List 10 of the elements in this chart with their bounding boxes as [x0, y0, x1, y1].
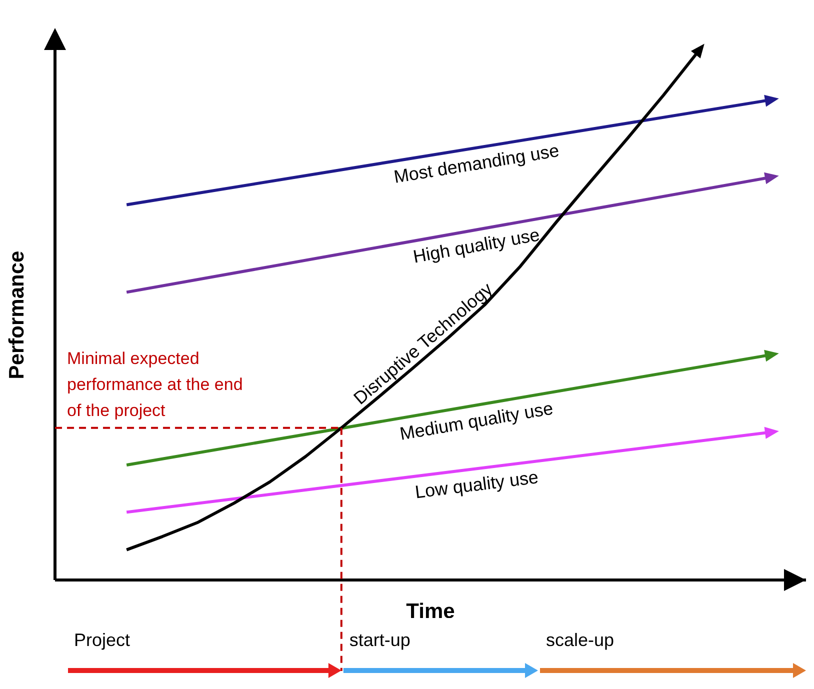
text: Medium quality use [398, 398, 555, 444]
x-axis-title: Time [406, 600, 455, 623]
text: Project [74, 630, 130, 651]
text: start-up [349, 630, 410, 651]
text: High quality use [412, 224, 542, 267]
text: scale-up [546, 630, 614, 651]
text: Most demanding use [392, 140, 561, 188]
ref-line-label: Minimal expected performance at the end of the project [67, 348, 243, 420]
y-axis-title: Performance [5, 250, 28, 380]
text: Low quality use [414, 467, 540, 502]
